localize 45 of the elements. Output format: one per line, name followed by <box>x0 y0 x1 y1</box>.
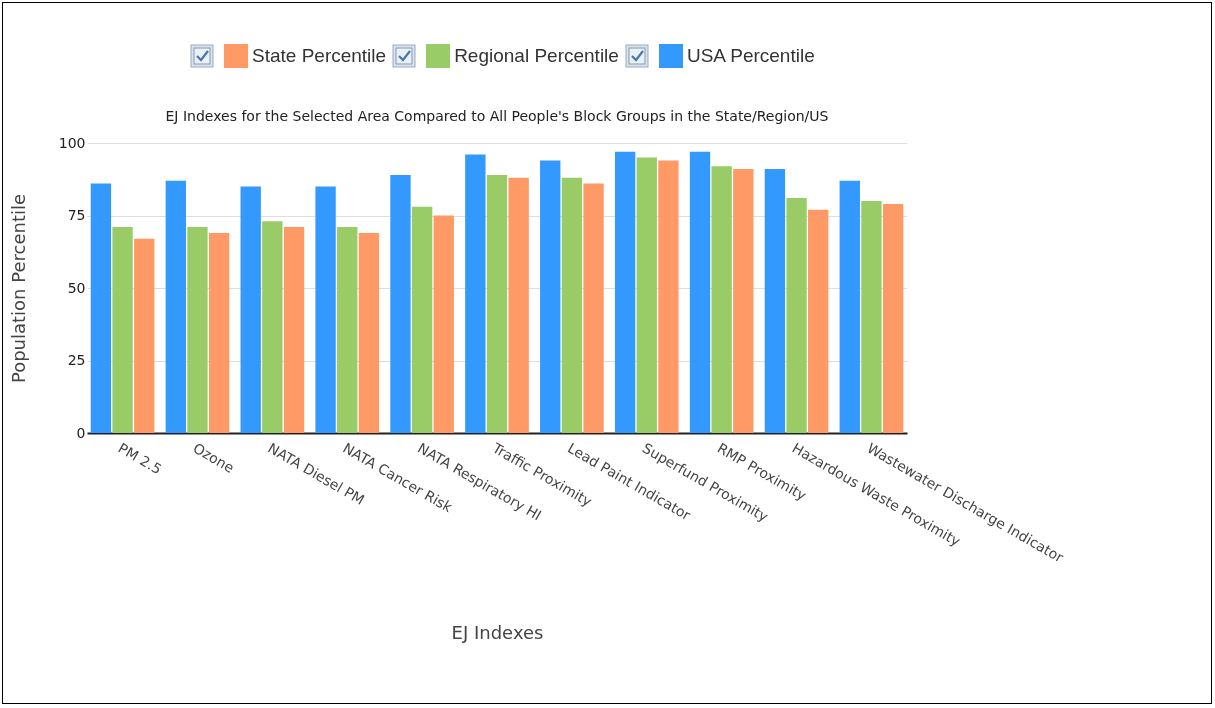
bar <box>187 227 208 433</box>
y-tick-label: 100 <box>58 134 86 151</box>
bar <box>658 160 679 433</box>
y-tick-label: 75 <box>67 207 86 223</box>
bar <box>165 180 186 433</box>
bar <box>808 209 829 433</box>
bar <box>390 174 411 433</box>
bar <box>315 186 336 433</box>
bar <box>112 227 133 433</box>
bar <box>636 157 657 433</box>
bar <box>465 154 486 433</box>
y-tick-label: 25 <box>67 352 86 368</box>
bar <box>583 183 604 433</box>
bar <box>134 238 155 433</box>
legend-label: State Percentile <box>252 45 387 67</box>
bar <box>882 203 904 433</box>
bar <box>839 180 860 433</box>
y-tick-label: 0 <box>76 424 86 441</box>
bar <box>711 166 732 433</box>
bar <box>433 215 454 433</box>
bar <box>540 160 561 433</box>
x-tick-label: PM 2.5 <box>115 439 165 478</box>
bar <box>486 174 508 433</box>
bar <box>90 183 112 433</box>
chart-title: EJ Indexes for the Selected Area Compared to All People's Block Groups in the State/Region/US <box>165 108 829 124</box>
bar <box>208 232 230 433</box>
bar <box>283 227 305 433</box>
bar <box>240 186 261 433</box>
x-axis-title: EJ Indexes <box>451 622 544 644</box>
bar <box>786 198 807 433</box>
bar <box>733 169 754 433</box>
bar <box>689 151 711 433</box>
bar <box>508 177 529 433</box>
bar <box>561 177 583 433</box>
y-axis-title: Population Percentile <box>7 193 29 384</box>
bar <box>337 227 358 433</box>
legend-label: USA Percentile <box>686 45 815 67</box>
y-tick-label: 50 <box>67 279 86 296</box>
bar <box>861 201 882 433</box>
bar <box>614 151 636 433</box>
legend-label: Regional Percentile <box>454 45 619 67</box>
bar <box>358 232 380 433</box>
bar <box>764 169 786 433</box>
bar <box>262 221 283 433</box>
bar <box>411 206 433 433</box>
